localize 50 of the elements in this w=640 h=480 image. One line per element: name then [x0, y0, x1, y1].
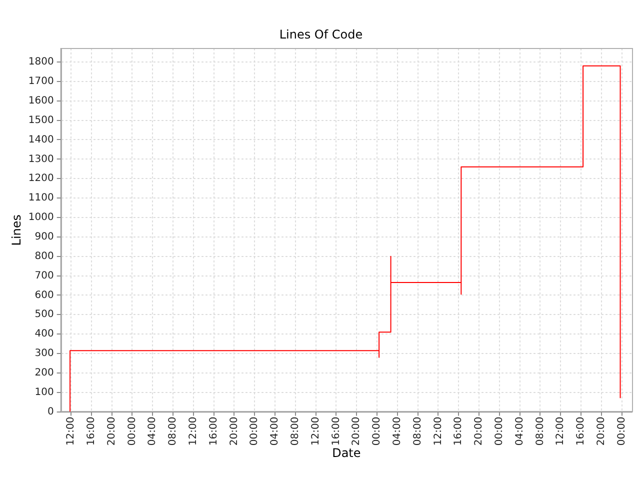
x-tick-label: 20:00 — [106, 416, 118, 446]
y-tick-label: 1500 — [28, 114, 54, 126]
y-tick-label: 1600 — [28, 95, 54, 106]
y-tick-label: 200 — [34, 368, 54, 379]
y-tick-label: 1100 — [28, 192, 54, 204]
x-tick-label: 00:00 — [372, 416, 383, 446]
x-tick-label: 00:00 — [494, 416, 506, 446]
x-tick-label: 04:00 — [392, 416, 404, 446]
x-tick-label: 12:00 — [432, 416, 444, 446]
y-tick-label: 100 — [34, 386, 54, 398]
x-tick-label: 16:00 — [330, 416, 342, 446]
x-tick-label: 20:00 — [474, 416, 485, 446]
x-tick-label: 20:00 — [351, 416, 362, 446]
x-tick-label: 20:00 — [228, 416, 240, 446]
y-tick-label: 1000 — [28, 212, 54, 224]
y-tick-label: 900 — [34, 231, 54, 242]
x-tick-label: 00:00 — [126, 416, 138, 446]
x-tick-label: 08:00 — [168, 416, 179, 446]
y-tick-label: 300 — [34, 348, 54, 360]
y-tick-label: 1400 — [28, 134, 54, 146]
x-tick-label: 16:00 — [453, 416, 464, 446]
x-tick-label: 04:00 — [514, 416, 526, 446]
y-tick-label: 0 — [47, 406, 54, 418]
x-tick-label: 12:00 — [310, 416, 322, 446]
y-tick-label: 1200 — [28, 173, 54, 184]
x-axis-title: Date — [332, 446, 361, 460]
x-tick-label: 00:00 — [616, 416, 628, 446]
x-tick-label: 12:00 — [66, 416, 77, 446]
x-tick-label: 12:00 — [188, 416, 200, 446]
y-tick-label: 1300 — [28, 154, 54, 165]
x-tick-label: 00:00 — [249, 416, 260, 446]
x-tick-label: 16:00 — [576, 416, 587, 446]
x-tick-label: 08:00 — [534, 416, 546, 446]
chart-subtitle: Lines Of Code — [279, 27, 363, 42]
x-tick-label: 12:00 — [555, 416, 566, 446]
y-tick-label: 1700 — [28, 76, 54, 88]
x-tick-label: 16:00 — [208, 416, 220, 446]
y-tick-label: 700 — [34, 270, 54, 282]
y-tick-label: 400 — [34, 328, 54, 340]
x-tick-label: 08:00 — [412, 416, 424, 446]
x-tick-label: 04:00 — [270, 416, 281, 446]
x-tick-label: 04:00 — [147, 416, 158, 446]
y-tick-label: 500 — [34, 309, 54, 320]
y-axis-title: Lines — [9, 214, 24, 246]
x-tick-label: 08:00 — [290, 416, 302, 446]
y-tick-label: 600 — [34, 290, 54, 301]
y-tick-label: 1800 — [28, 56, 54, 68]
x-tick-label: 16:00 — [86, 416, 98, 446]
x-tick-label: 20:00 — [596, 416, 607, 446]
y-tick-label: 800 — [34, 250, 54, 262]
